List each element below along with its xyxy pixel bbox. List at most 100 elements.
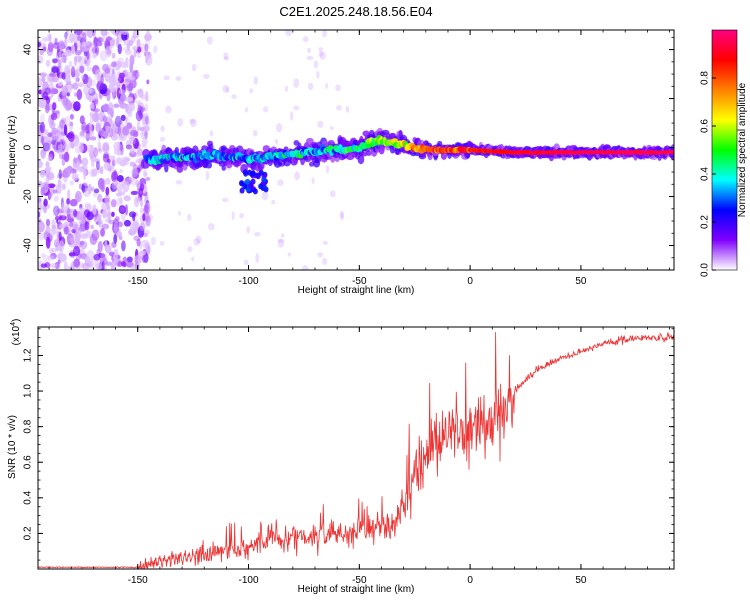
heatmap-noise-blob [71, 229, 76, 234]
heatmap-noise-blob [71, 173, 79, 181]
heatmap-noise-blob [125, 116, 129, 126]
heatmap-noise-blob [71, 44, 76, 55]
heatmap-noise-blob [105, 186, 110, 196]
heatmap-noise-blob [133, 130, 139, 138]
heatmap-noise-blob [64, 204, 71, 216]
heatmap-noise-blob [38, 211, 41, 218]
heatmap-noise-blob [66, 86, 72, 94]
heatmap-noise-blob [225, 86, 230, 93]
colorbar-ticks: 0.0 0.2 0.4 0.6 0.8 [700, 71, 716, 277]
heatmap-noise-blob [285, 30, 292, 37]
heatmap-noise-blob [134, 222, 140, 229]
heatmap-noise-blob [48, 33, 52, 42]
heatmap-noise-blob [90, 102, 95, 110]
heatmap-noise-blob [90, 79, 97, 87]
heatmap-noise-blob [49, 263, 58, 269]
heatmap-noise-blob [41, 135, 45, 146]
heatmap-noise-blob [306, 55, 314, 60]
heatmap-noise-blob [65, 68, 70, 81]
y-tick-label: 0.6 [23, 455, 34, 469]
heatmap-noise-blob [345, 106, 350, 113]
heatmap-noise-blob [96, 80, 104, 91]
heatmap-noise-blob [95, 158, 100, 164]
heatmap-noise-blob [42, 91, 49, 101]
snr-y-scale-base: (x10 [11, 325, 22, 345]
heatmap-noise-blob [86, 76, 93, 89]
heatmap-noise-blob [85, 30, 90, 37]
x-tick-label: 50 [575, 276, 587, 287]
heatmap-noise-blob [42, 81, 49, 91]
heatmap-noise-blob [53, 195, 60, 202]
heatmap-noise-blob [317, 120, 324, 129]
heatmap-noise-blob [111, 183, 118, 190]
heatmap-x-label: Height of straight line (km) [298, 285, 415, 296]
heatmap-ridge-core [252, 188, 258, 195]
heatmap-noise-blob [48, 193, 53, 200]
heatmap-noise-blob [134, 254, 142, 261]
heatmap-noise-blob [121, 240, 126, 252]
heatmap-noise-blob [139, 250, 147, 256]
heatmap-noise-blob [116, 175, 124, 183]
heatmap-noise-blob [38, 232, 46, 241]
heatmap-noise-blob [129, 54, 135, 66]
heatmap-noise-blob [118, 120, 123, 126]
heatmap-noise-blob [83, 168, 87, 181]
heatmap-noise-blob [107, 210, 112, 221]
heatmap-noise-blob [95, 262, 103, 270]
heatmap-noise-blob [77, 82, 85, 88]
heatmap-noise-blob [76, 88, 83, 101]
heatmap-noise-blob [106, 90, 111, 102]
heatmap-noise-blob [79, 211, 84, 219]
heatmap-noise-blob [329, 125, 334, 131]
heatmap-noise-blob [50, 252, 57, 260]
heatmap-noise-blob [79, 131, 85, 137]
snr-x-label: Height of straight line (km) [298, 584, 415, 595]
heatmap-noise-blob [63, 226, 69, 235]
heatmap-noise-blob [136, 39, 141, 48]
heatmap-noise-blob [325, 165, 330, 174]
heatmap-noise-blob [301, 265, 309, 270]
heatmap-noise-blob [52, 189, 58, 194]
heatmap-noise-blob [100, 252, 106, 259]
heatmap-noise-blob [61, 72, 66, 80]
heatmap-noise-blob [144, 204, 149, 213]
heatmap-noise-blob [100, 227, 105, 237]
heatmap-noise-blob [54, 215, 60, 221]
heatmap-noise-blob [95, 45, 99, 56]
heatmap-noise-blob [65, 30, 69, 36]
heatmap-noise-blob [115, 157, 123, 165]
heatmap-noise-blob [106, 48, 112, 55]
heatmap-noise-blob [90, 224, 94, 230]
heatmap-noise-blob [114, 115, 122, 127]
heatmap-noise-blob [113, 148, 122, 156]
heatmap-noise-blob [89, 123, 93, 135]
heatmap-noise-blob [53, 205, 60, 217]
heatmap-noise-blob [208, 222, 215, 231]
heatmap-ridge-halo [293, 139, 300, 146]
heatmap-noise-blob [39, 49, 44, 55]
heatmap-noise-blob [144, 43, 149, 52]
heatmap-noise-blob [146, 245, 151, 255]
heatmap-noise-blob [47, 191, 52, 200]
heatmap-noise-blob [38, 197, 42, 204]
heatmap-noise-blob [277, 239, 285, 248]
heatmap-noise-blob [41, 76, 46, 83]
heatmap-noise-blob [45, 227, 51, 233]
heatmap-y-label: Frequency (Hz) [7, 116, 18, 185]
heatmap-noise-blob [136, 53, 142, 59]
heatmap-noise-blob [115, 64, 121, 71]
heatmap-noise-blob [123, 195, 131, 202]
x-tick-label: -150 [128, 575, 148, 586]
heatmap-noise-blob [38, 89, 42, 95]
heatmap-noise-blob [82, 73, 89, 85]
heatmap-noise-blob [39, 170, 46, 178]
x-tick-label: -100 [239, 575, 259, 586]
heatmap-noise-blob [54, 110, 60, 115]
heatmap-noise-blob [280, 233, 285, 238]
heatmap-noise-blob [45, 236, 51, 249]
heatmap-noise-blob [82, 182, 89, 187]
heatmap-noise-blob [316, 70, 320, 79]
heatmap-noise-blob [75, 77, 80, 83]
heatmap-noise-blob [136, 238, 141, 247]
heatmap-noise-blob [78, 226, 85, 232]
